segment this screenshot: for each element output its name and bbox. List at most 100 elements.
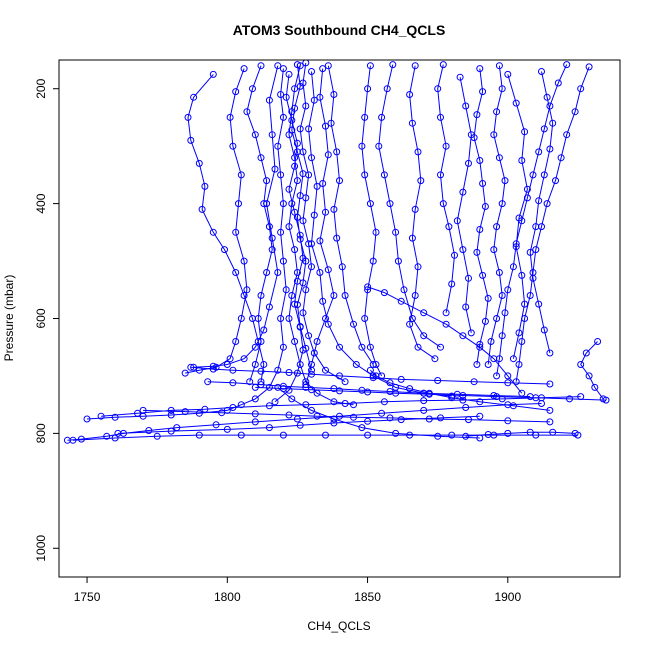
data-point — [358, 424, 366, 432]
data-point — [566, 395, 573, 403]
data-point — [549, 119, 557, 127]
series-20 — [526, 68, 557, 357]
data-point — [361, 171, 369, 179]
series-line — [473, 68, 489, 365]
data-point — [473, 111, 481, 119]
data-point — [316, 237, 324, 245]
data-point — [296, 192, 304, 200]
data-point — [296, 125, 304, 133]
data-point — [322, 366, 329, 374]
data-point — [302, 383, 310, 391]
data-point — [380, 171, 388, 179]
data-point — [532, 246, 540, 254]
series-2 — [305, 68, 456, 400]
series-9 — [302, 65, 338, 389]
series-line — [86, 68, 287, 420]
data-point — [296, 235, 304, 243]
data-point — [279, 257, 287, 265]
data-point — [585, 372, 593, 380]
data-point — [599, 395, 607, 403]
data-point — [322, 431, 329, 439]
y-axis-label: Pressure (mbar) — [2, 275, 16, 362]
series-line — [291, 64, 312, 371]
data-point — [585, 63, 593, 71]
data-point — [495, 154, 503, 162]
data-point — [302, 102, 310, 110]
data-point — [434, 85, 442, 93]
series-26 — [187, 363, 554, 388]
data-point — [274, 62, 282, 70]
data-point — [279, 113, 287, 121]
x-tick-label: 1900 — [494, 590, 521, 604]
series-line — [299, 62, 346, 383]
data-point — [504, 429, 512, 437]
data-point — [285, 70, 293, 78]
data-point — [232, 269, 240, 276]
data-point — [285, 185, 293, 193]
data-point — [364, 431, 372, 439]
data-point — [495, 62, 503, 70]
data-point — [521, 128, 529, 136]
data-point — [240, 257, 248, 265]
data-point — [277, 91, 285, 98]
data-point — [251, 395, 259, 403]
data-point — [389, 61, 397, 69]
data-point — [313, 338, 321, 345]
data-point — [437, 414, 444, 422]
series-35 — [364, 283, 526, 397]
data-point — [265, 303, 273, 311]
data-point — [299, 309, 307, 317]
data-point — [518, 338, 526, 345]
data-point — [235, 200, 242, 208]
data-point — [265, 424, 273, 432]
data-point — [350, 401, 357, 409]
data-point — [411, 292, 419, 299]
data-point — [232, 338, 240, 345]
data-point — [571, 108, 579, 116]
data-point — [341, 400, 349, 407]
data-point — [448, 280, 456, 288]
data-point — [293, 213, 301, 221]
data-point — [226, 113, 234, 121]
series-line — [409, 65, 436, 360]
data-point — [554, 79, 562, 87]
data-point — [302, 257, 310, 265]
data-point — [470, 378, 478, 386]
y-tick-label: 800 — [34, 423, 48, 443]
chart-title: ATOM3 Southbound CH4_QCLS — [233, 22, 446, 38]
data-point — [364, 388, 372, 396]
data-point — [223, 425, 231, 433]
data-point — [319, 180, 327, 187]
data-point — [302, 344, 310, 352]
data-point — [397, 297, 405, 305]
x-tick-label: 1850 — [354, 590, 381, 604]
data-point — [263, 177, 271, 185]
data-point — [209, 228, 217, 236]
data-point — [330, 419, 338, 427]
data-point — [274, 383, 282, 391]
data-point — [380, 398, 388, 406]
data-point — [442, 142, 450, 150]
data-point — [229, 366, 237, 374]
data-point — [103, 432, 111, 440]
data-point — [291, 154, 299, 162]
data-point — [310, 211, 318, 219]
data-point — [476, 398, 484, 406]
data-point — [408, 315, 416, 322]
y-tick-label: 1000 — [34, 535, 48, 562]
series-30 — [251, 383, 610, 404]
data-point — [546, 418, 554, 426]
series-17 — [512, 63, 593, 386]
data-point — [425, 389, 433, 397]
data-point — [540, 125, 548, 133]
data-point — [97, 412, 105, 420]
data-point — [218, 409, 226, 417]
data-point — [223, 361, 231, 368]
series-line — [361, 65, 383, 377]
data-point — [243, 286, 251, 294]
data-point — [498, 200, 506, 208]
data-point — [473, 361, 481, 368]
y-tick-label: 600 — [34, 308, 48, 328]
data-point — [434, 377, 442, 384]
data-point — [187, 136, 195, 144]
